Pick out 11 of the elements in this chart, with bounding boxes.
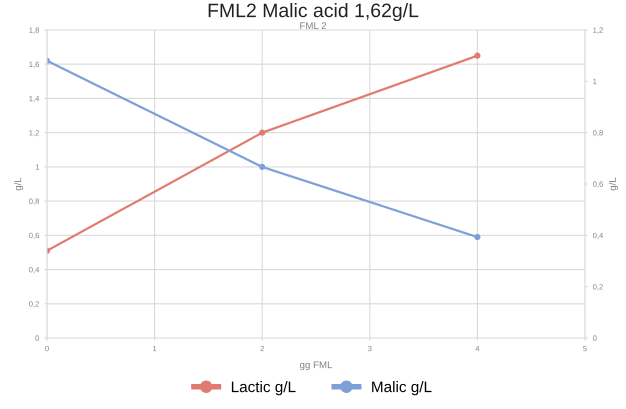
chart-title: FML2 Malic acid 1,62g/L xyxy=(208,3,418,22)
point xyxy=(474,52,481,59)
point xyxy=(259,164,266,170)
point xyxy=(474,234,481,240)
y-axis-title: g/L xyxy=(14,178,24,190)
point xyxy=(259,130,266,136)
y2-axis-title: g/L xyxy=(608,178,618,190)
legend-label: Lactic g/L xyxy=(232,381,296,396)
chart-subtitle: FML 2 xyxy=(300,22,326,30)
legend-label: Malic g/L xyxy=(372,381,432,396)
x-axis-title: gg FML xyxy=(300,361,332,370)
